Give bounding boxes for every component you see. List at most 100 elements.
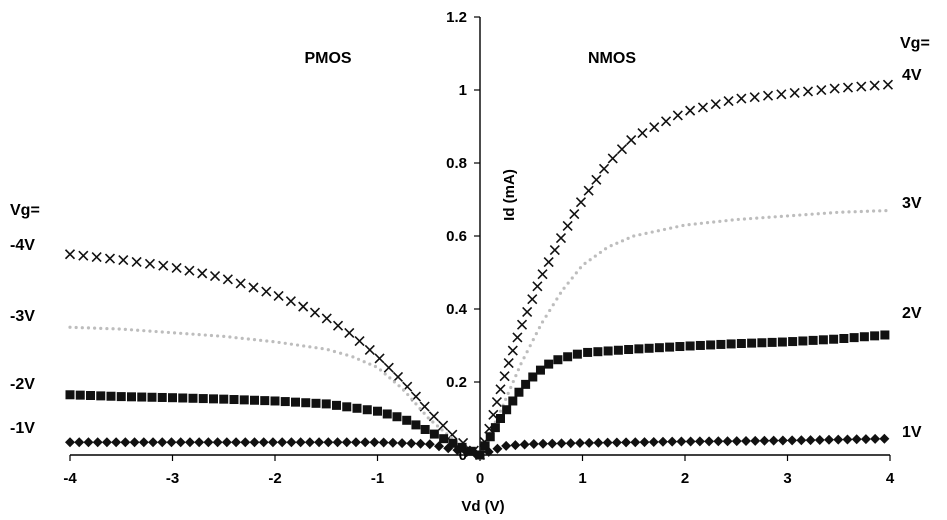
- data-point: [480, 441, 490, 451]
- data-point: [814, 434, 825, 445]
- data-point: [252, 338, 257, 342]
- data-point: [285, 296, 296, 307]
- data-point: [516, 368, 521, 372]
- data-point: [773, 215, 777, 219]
- data-point: [410, 397, 414, 401]
- data-point: [804, 213, 808, 217]
- data-point: [681, 223, 685, 228]
- data-point: [593, 254, 597, 258]
- data-point: [859, 332, 869, 342]
- data-point: [761, 216, 765, 220]
- data-point: [309, 307, 321, 318]
- data-point: [104, 253, 116, 264]
- data-point: [240, 437, 251, 448]
- data-point: [80, 326, 84, 330]
- data-point: [147, 392, 157, 402]
- y-tick-label: 1.2: [446, 9, 467, 26]
- data-point: [191, 332, 195, 336]
- data-point: [540, 320, 545, 324]
- data-point: [502, 405, 512, 415]
- data-point: [332, 437, 343, 448]
- data-point: [847, 210, 851, 214]
- data-point: [302, 344, 306, 348]
- x-ticks: -4 -3 -2 -1 0 1 2 3 4: [63, 455, 895, 487]
- left-vg-label-2: -3V: [10, 308, 35, 325]
- data-point: [882, 79, 894, 90]
- data-point: [212, 437, 223, 448]
- data-point: [565, 438, 576, 449]
- data-point: [260, 396, 270, 406]
- series-7: [475, 433, 890, 460]
- data-point: [96, 391, 106, 401]
- data-point: [157, 392, 167, 402]
- data-point: [311, 398, 321, 408]
- data-point: [514, 387, 524, 397]
- data-point: [509, 385, 513, 390]
- data-point: [662, 227, 667, 232]
- data-point: [777, 435, 788, 446]
- data-point: [626, 236, 630, 241]
- data-point: [712, 220, 716, 224]
- data-point: [447, 429, 458, 440]
- data-point: [616, 144, 628, 155]
- data-point: [598, 163, 610, 174]
- data-point: [856, 81, 867, 92]
- right-vg-label-3: 2V: [902, 305, 922, 322]
- data-point: [435, 424, 440, 428]
- data-point: [295, 437, 306, 448]
- data-point: [569, 209, 580, 220]
- data-point: [267, 437, 278, 448]
- data-point: [265, 339, 269, 343]
- data-point: [475, 450, 485, 460]
- data-point: [624, 345, 634, 355]
- data-point: [528, 344, 532, 348]
- data-point: [261, 286, 272, 297]
- data-point: [810, 212, 814, 216]
- data-point: [194, 437, 205, 448]
- data-point: [289, 342, 293, 346]
- data-point: [818, 335, 828, 345]
- data-point: [842, 434, 853, 445]
- data-point: [792, 213, 796, 218]
- data-point: [166, 330, 170, 335]
- data-point: [142, 329, 146, 333]
- data-point: [532, 281, 543, 292]
- data-point: [496, 414, 505, 423]
- data-point: [687, 223, 691, 227]
- data-point: [229, 395, 239, 405]
- data-point: [849, 333, 859, 343]
- data-point: [466, 446, 476, 456]
- data-point: [504, 397, 508, 401]
- data-point: [184, 265, 195, 276]
- data-point: [553, 355, 563, 365]
- data-point: [531, 338, 535, 342]
- data-point: [314, 346, 318, 350]
- data-point: [528, 438, 539, 449]
- x-tick-label: -4: [63, 470, 77, 487]
- data-point: [428, 411, 439, 422]
- data-point: [228, 335, 232, 339]
- data-point: [64, 249, 76, 260]
- data-point: [740, 435, 751, 446]
- data-point: [584, 437, 595, 448]
- data-point: [68, 325, 72, 329]
- data-point: [148, 437, 159, 448]
- right-vg-label-2: 3V: [902, 195, 922, 212]
- data-point: [637, 128, 648, 139]
- data-point: [188, 393, 198, 403]
- y-axis-title: Id (mA): [501, 169, 518, 221]
- data-point: [514, 374, 518, 378]
- data-point: [880, 330, 890, 340]
- data-point: [544, 314, 548, 318]
- data-point: [609, 244, 613, 248]
- data-point: [556, 438, 567, 449]
- data-point: [512, 332, 523, 343]
- right-vg-header: Vg=: [900, 35, 930, 52]
- right-vg-label-4: 1V: [902, 424, 922, 441]
- data-point: [277, 437, 288, 448]
- data-point: [508, 396, 518, 406]
- data-point: [621, 437, 632, 448]
- data-point: [75, 390, 85, 400]
- data-point: [304, 437, 315, 448]
